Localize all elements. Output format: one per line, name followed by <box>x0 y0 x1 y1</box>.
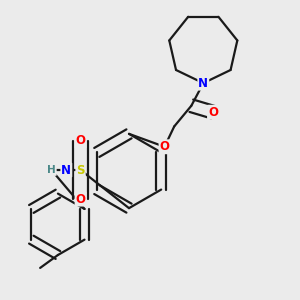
Text: O: O <box>76 134 85 148</box>
Text: O: O <box>76 193 85 206</box>
Text: O: O <box>208 106 218 119</box>
Text: N: N <box>198 76 208 90</box>
Text: S: S <box>76 164 85 176</box>
Text: O: O <box>160 140 170 153</box>
Text: N: N <box>61 164 71 176</box>
Text: H: H <box>47 165 56 175</box>
